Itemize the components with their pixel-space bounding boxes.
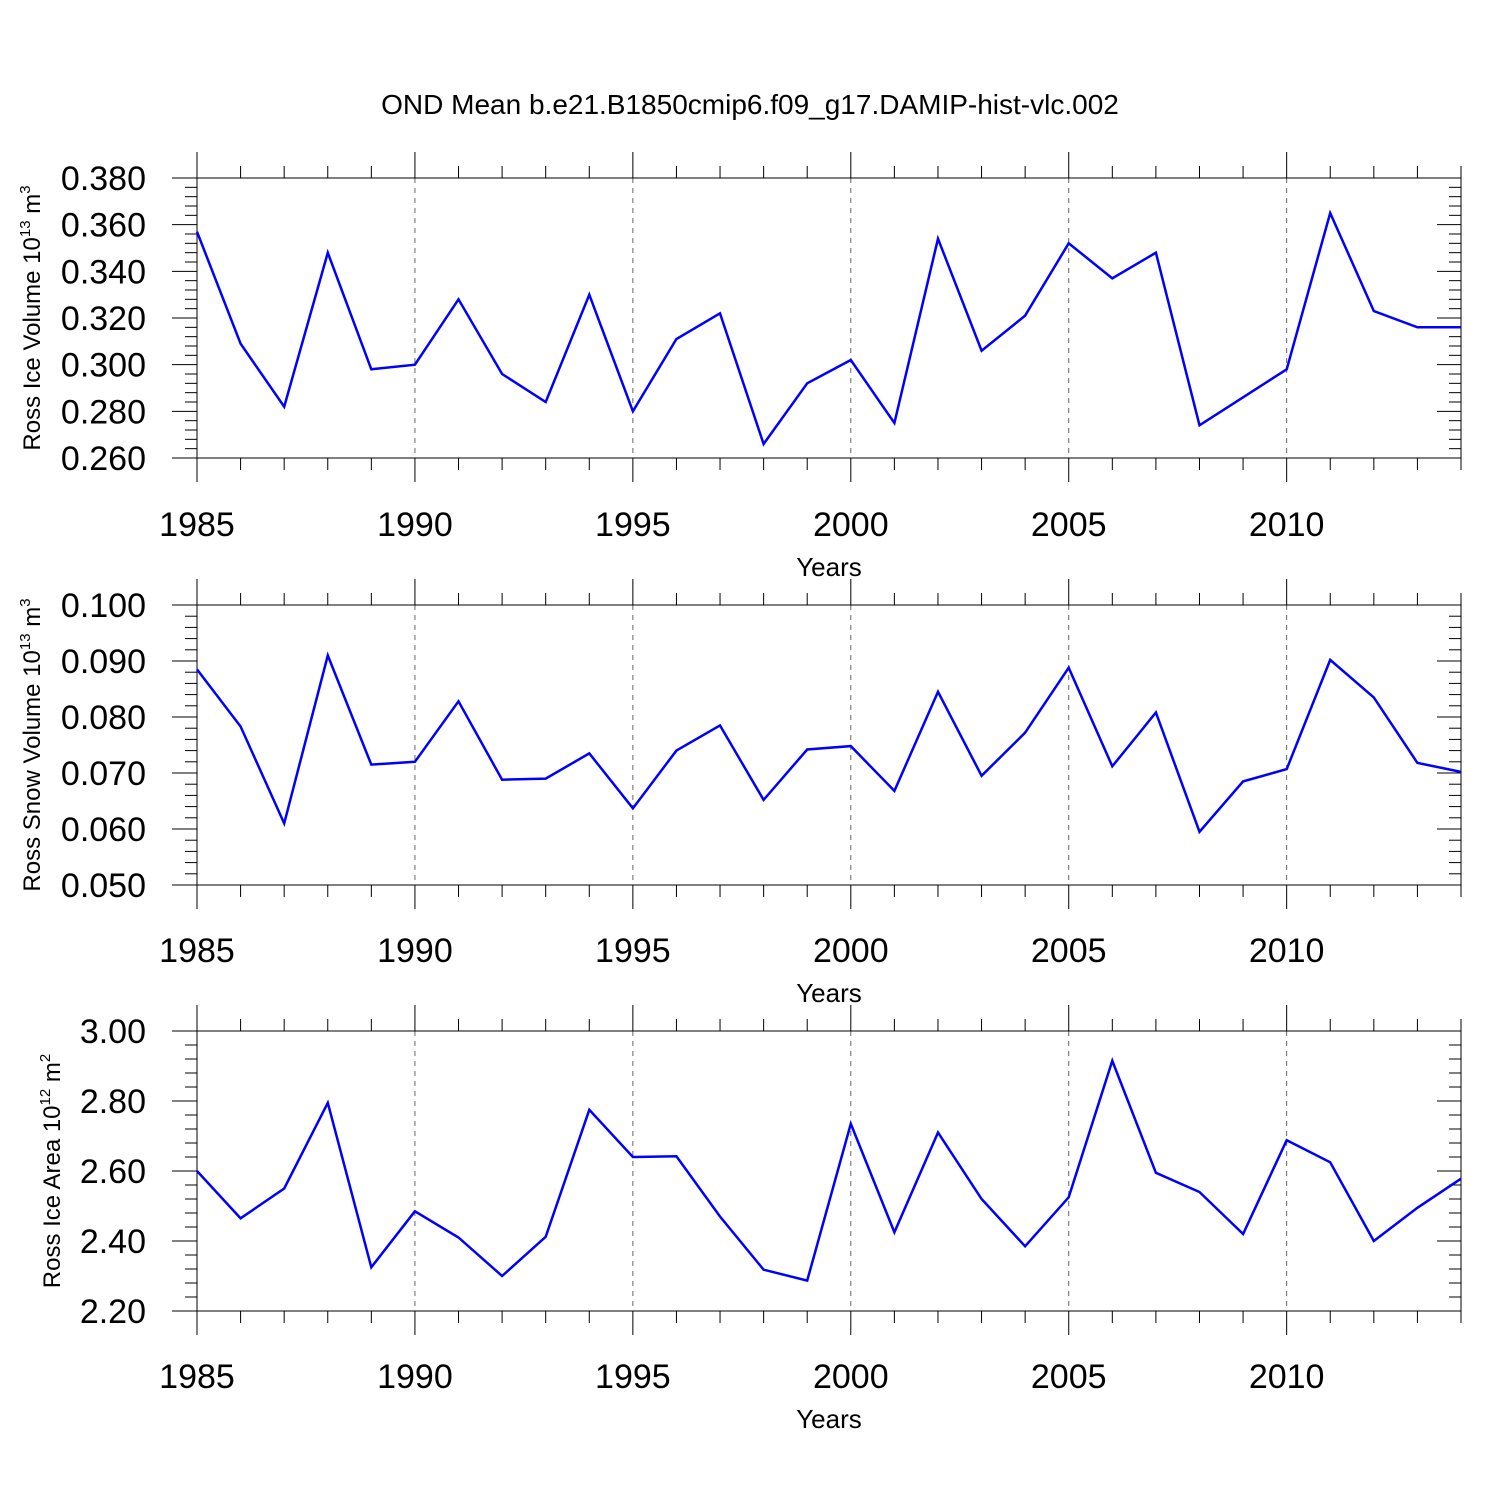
x-tick-label: 1990	[377, 932, 453, 970]
x-tick-label: 1995	[595, 932, 671, 970]
y-tick-label: 0.340	[61, 253, 146, 291]
x-tick-label: 2005	[1031, 506, 1107, 544]
y-tick-label: 0.070	[61, 755, 146, 793]
y-tick-label: 2.60	[80, 1153, 146, 1191]
panel-ice-area: 2.20 2.40 2.60 2.80 3.00 1985 1990 1995 2000 2005…	[37, 1005, 1462, 1434]
panel-snow-volume: 0.050 0.060 0.070 0.080 0.090 0.100 1985 1990 19…	[17, 579, 1462, 1008]
y-axis-label: Ross Snow Volume 1013 m3	[17, 598, 46, 891]
y-tick-label: 0.360	[61, 207, 146, 245]
series-line	[196, 1057, 1462, 1283]
x-axis-label: Years	[796, 552, 862, 582]
y-tick-label: 0.050	[61, 867, 146, 905]
y-tick-label: 0.320	[61, 300, 146, 338]
x-tick-label: 1995	[595, 506, 671, 544]
x-tick-label: 2005	[1031, 1358, 1107, 1396]
y-tick-label: 2.80	[80, 1083, 146, 1121]
x-tick-label: 1995	[595, 1358, 671, 1396]
y-tick-label: 0.090	[61, 643, 146, 681]
x-axis-label: Years	[796, 1404, 862, 1434]
x-tick-label: 2005	[1031, 932, 1107, 970]
x-tick-label: 2010	[1249, 506, 1325, 544]
y-tick-label: 0.100	[61, 587, 146, 625]
plot-frame	[196, 604, 1462, 886]
x-tick-label: 1985	[159, 506, 235, 544]
y-tick-label: 0.260	[61, 440, 146, 478]
x-tick-label: 2010	[1249, 932, 1325, 970]
x-tick-label: 1985	[159, 1358, 235, 1396]
x-tick-label: 2000	[813, 932, 889, 970]
y-tick-label: 0.380	[61, 160, 146, 198]
y-tick-label: 0.300	[61, 347, 146, 385]
series-line	[195, 209, 1461, 447]
y-tick-label: 3.00	[80, 1013, 146, 1051]
x-tick-label: 1990	[377, 506, 453, 544]
y-tick-label: 0.080	[61, 699, 146, 737]
y-tick-label: 0.280	[61, 393, 146, 431]
x-tick-label: 2000	[813, 1358, 889, 1396]
panel-ice-volume: 0.260 0.280 0.300 0.320 0.340 0.360 0.380 1985 1…	[17, 152, 1462, 582]
x-tick-label: 2010	[1249, 1358, 1325, 1396]
y-axis-label: Ross Ice Volume 1013 m3	[17, 185, 46, 450]
series-line	[196, 651, 1462, 835]
y-axis-label: Ross Ice Area 1012 m2	[37, 1054, 66, 1288]
x-axis-label: Years	[796, 978, 862, 1008]
x-tick-label: 2000	[813, 506, 889, 544]
x-tick-label: 1985	[159, 932, 235, 970]
y-tick-label: 2.40	[80, 1223, 146, 1261]
y-tick-label: 0.060	[61, 811, 146, 849]
chart-title: OND Mean b.e21.B1850cmip6.f09_g17.DAMIP-…	[381, 89, 1119, 120]
y-tick-label: 2.20	[80, 1293, 146, 1331]
x-tick-label: 1990	[377, 1358, 453, 1396]
